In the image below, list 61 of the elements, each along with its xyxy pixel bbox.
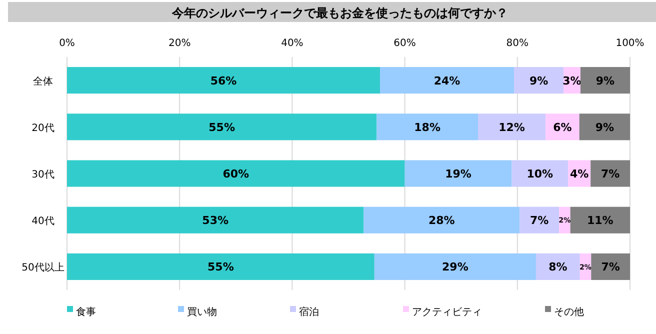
data-label: 55% [208,120,235,134]
data-label: 3% [562,74,582,88]
data-label: 9% [595,120,614,134]
legend-label: 宿泊 [299,306,319,318]
bar [67,114,377,140]
bar [478,114,546,140]
data-label: 9% [596,74,615,88]
bar [536,253,580,280]
data-label: 11% [586,214,614,228]
bar [374,253,536,280]
bar [520,206,560,234]
data-label: 29% [442,260,468,274]
data-label: 4% [570,167,589,180]
data-label: 56% [210,74,237,88]
data-label: 19% [445,167,472,180]
data-label: 18% [414,120,440,134]
data-label: 8% [548,260,568,274]
bar [364,206,520,234]
data-label: 12% [498,120,525,134]
chart-title: 今年のシルバーウィークで最もお金を使ったものは何ですか？ [171,6,508,20]
bar [67,160,405,187]
data-label: 7% [530,214,549,228]
bar [591,253,630,280]
x-tick-label: 60% [394,38,416,49]
legend-label: 食事 [76,306,96,318]
y-tick-label: 20代 [32,122,54,134]
bar [67,206,364,234]
x-tick-label: 40% [281,38,304,49]
data-label: 7% [601,260,620,274]
y-tick-label: 30代 [32,170,54,180]
legend-label: その他 [554,306,584,318]
bar [67,253,374,280]
bar [67,67,380,94]
bar [590,160,630,187]
bar [404,160,512,187]
legend-label: 買い物 [187,307,217,318]
bar [376,114,478,140]
data-label: 6% [553,120,572,134]
legend-label: アクティビティ [412,307,482,318]
y-tick-label: 50代以上 [22,262,64,274]
bar [570,206,630,234]
data-label: 60% [222,167,250,180]
bar [579,114,630,140]
data-label: 9% [529,74,548,88]
data-label: 55% [208,260,234,274]
y-tick-label: 40代 [32,216,54,228]
data-label: 53% [202,214,229,228]
x-tick-label: 0% [59,38,75,49]
bar [580,67,630,94]
bar [546,114,580,140]
data-label: 24% [434,74,460,88]
bar [514,67,564,94]
data-label: 7% [600,167,620,180]
bar [512,160,568,187]
data-label: 10% [526,167,554,180]
x-tick-label: 80% [506,38,529,49]
y-tick-label: 全体 [33,75,53,88]
bar [380,67,514,94]
x-tick-label: 20% [168,38,191,49]
data-label: 28% [428,214,455,228]
x-tick-label: 100% [616,38,644,49]
